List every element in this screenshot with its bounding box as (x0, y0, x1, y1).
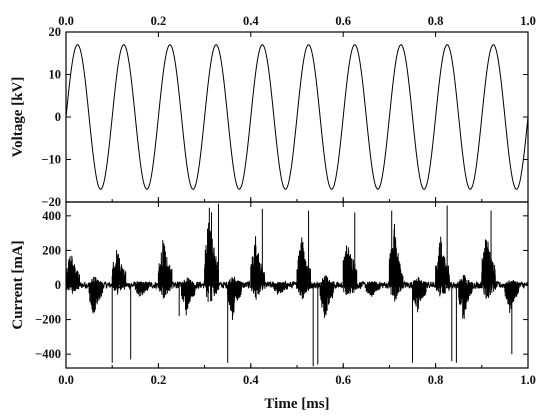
voltage-x-tick-label-top: 0.6 (335, 14, 351, 28)
current-negative-burst (319, 275, 335, 318)
current-y-tick-label: −200 (35, 313, 61, 327)
current-x-tick-label: 0.0 (58, 373, 74, 387)
current-y-tick-label: 200 (42, 243, 61, 257)
voltage-axis-title: Voltage [kV] (10, 77, 26, 158)
current-x-tick-label: 0.6 (335, 373, 351, 387)
current-positive-burst (157, 240, 173, 299)
voltage-panel: 20 10 0 −10 −20 0.0 0.2 0.4 0.6 0.8 1.0 Voltage [k… (10, 14, 536, 209)
current-x-tick-label: 0.8 (428, 373, 444, 387)
current-negative-burst (227, 276, 243, 320)
current-y-tick-label: 400 (42, 209, 61, 223)
current-negative-burst (273, 282, 289, 295)
voltage-x-tick-label-top: 1.0 (520, 14, 536, 28)
current-y-tick-label: 0 (55, 278, 61, 292)
voltage-y-tick-label: 20 (49, 25, 62, 39)
current-x-tick-label: 0.2 (151, 373, 167, 387)
voltage-y-tick-label: 0 (55, 110, 61, 124)
current-x-tick-label: 0.4 (243, 373, 259, 387)
current-negative-burst (88, 276, 104, 314)
current-negative-burst (134, 281, 150, 297)
current-negative-burst (181, 277, 196, 316)
voltage-x-tick-label-top: 0.8 (428, 14, 444, 28)
current-positive-burst (204, 207, 220, 302)
current-x-tick-label: 1.0 (520, 373, 536, 387)
voltage-trace (65, 44, 529, 190)
voltage-x-tick-label-top: 0.2 (151, 14, 167, 28)
current-negative-burst (458, 274, 473, 319)
current-positive-burst (65, 255, 80, 294)
current-negative-burst (504, 279, 520, 313)
current-positive-burst (388, 224, 404, 302)
current-positive-burst (111, 250, 127, 295)
current-y-tick-label: −400 (35, 347, 61, 361)
voltage-x-tick-label-top: 0.0 (58, 14, 74, 28)
voltage-y-tick-label: −10 (41, 153, 61, 167)
voltage-y-tick-label: −20 (41, 195, 61, 209)
voltage-x-tick-label-top: 0.4 (243, 14, 259, 28)
current-negative-burst (365, 281, 381, 297)
current-axis-title: Current [mA] (10, 240, 26, 329)
voltage-y-tick-label: 10 (49, 68, 62, 82)
current-negative-burst (412, 276, 427, 313)
current-panel: 400 200 0 −200 −400 0.0 0.2 0.4 0.6 0.8 1.0 Curren… (10, 201, 536, 412)
current-positive-burst (481, 239, 497, 299)
time-axis-title: Time [ms] (264, 396, 329, 412)
